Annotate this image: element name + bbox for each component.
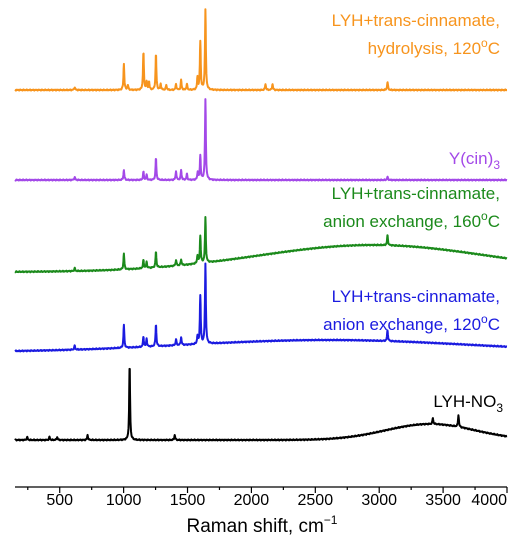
x-tick-label: 2500: [298, 492, 334, 509]
series-label-line2-s1: hydrolysis, 120oC: [368, 36, 500, 58]
series-label-line2-s3: anion exchange, 160oC: [323, 209, 500, 231]
spectrum-line-s5: [14, 367, 508, 442]
series-label-s2: Y(cin)3: [449, 149, 500, 172]
series-label-s1: LYH+trans-cinnamate,: [332, 11, 500, 30]
x-axis-label: Raman shift, cm−1: [187, 513, 338, 537]
series-labels: LYH+trans-cinnamate, hydrolysis, 120oC Y(c…: [323, 11, 503, 415]
spectrum-line-s4: [14, 262, 508, 353]
x-axis-label-superscript: −1: [324, 513, 338, 527]
x-tick-label: 1000: [106, 492, 142, 509]
x-tick-label: 500: [46, 492, 73, 509]
series-label-s5: LYH-NO3: [433, 392, 503, 415]
series-label-line2-s4: anion exchange, 120oC: [323, 312, 500, 334]
x-tick-label: 4000: [471, 492, 507, 509]
series-label-s3: LYH+trans-cinnamate,: [332, 184, 500, 203]
spectrum-line-s3: [14, 216, 508, 274]
x-axis: 500 1000 1500 2000 2500 3000 3500 4000: [15, 486, 508, 509]
series-label-s4: LYH+trans-cinnamate,: [332, 287, 500, 306]
x-tick-label: 1500: [170, 492, 206, 509]
spectrum-line-s2: [14, 98, 508, 182]
spectrum-line-s1: [14, 8, 508, 92]
plot-traces: [14, 8, 508, 442]
x-axis-label-text: Raman shift, cm: [187, 516, 324, 537]
x-tick-label: 3500: [425, 492, 461, 509]
x-tick-label: 3000: [361, 492, 397, 509]
x-tick-label: 2000: [234, 492, 270, 509]
